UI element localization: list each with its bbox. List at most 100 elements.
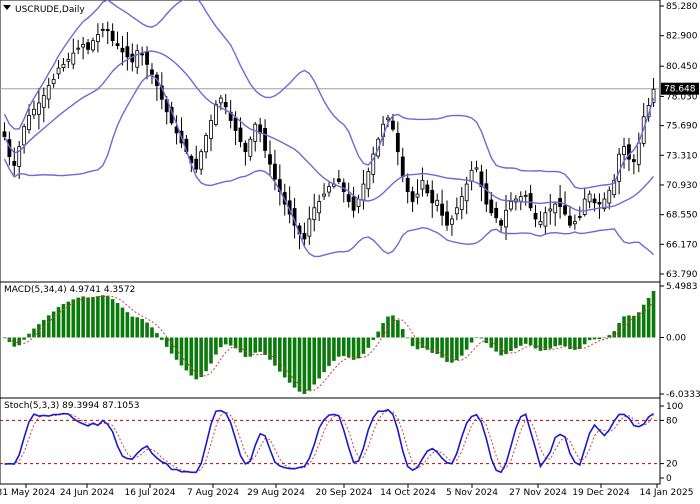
macd-y-tick-label: 5.4983 bbox=[666, 282, 698, 292]
macd-histogram-bar bbox=[110, 299, 115, 338]
candle-body bbox=[351, 196, 356, 211]
candle-body bbox=[268, 154, 272, 165]
candle-body bbox=[592, 198, 597, 204]
candle-body bbox=[81, 44, 86, 48]
macd-histogram-bar bbox=[410, 337, 415, 347]
candle-body bbox=[435, 199, 440, 206]
macd-histogram-bar bbox=[194, 337, 199, 380]
macd-histogram-bar bbox=[243, 337, 248, 357]
macd-histogram-bar bbox=[233, 337, 238, 349]
candle-body bbox=[46, 85, 51, 100]
candle-body bbox=[238, 127, 243, 143]
macd-histogram-bar bbox=[607, 335, 612, 338]
macd-histogram-bar bbox=[651, 290, 656, 338]
macd-histogram-bar bbox=[514, 337, 518, 349]
macd-histogram-bar bbox=[17, 337, 22, 346]
candle-body bbox=[36, 102, 41, 115]
candle-body bbox=[125, 46, 130, 58]
candle-body bbox=[548, 208, 553, 212]
price-y-tick-label: 80.450 bbox=[666, 62, 698, 72]
candle-body bbox=[91, 40, 95, 51]
macd-histogram-bar bbox=[287, 337, 292, 383]
candle-body bbox=[95, 34, 100, 43]
macd-histogram-bar bbox=[56, 307, 61, 338]
candle-body bbox=[489, 199, 494, 214]
candle-body bbox=[302, 232, 307, 240]
macd-histogram-bar bbox=[86, 297, 90, 338]
candle-body bbox=[587, 193, 592, 203]
bollinger-middle-line bbox=[3, 50, 655, 212]
macd-histogram-bar bbox=[278, 337, 282, 372]
macd-histogram-bar bbox=[125, 312, 130, 338]
symbol-menu-icon[interactable] bbox=[3, 5, 11, 10]
candle-body bbox=[263, 127, 267, 151]
macd-histogram-bar bbox=[174, 337, 179, 360]
macd-histogram-bar bbox=[209, 337, 213, 364]
last-price-badge bbox=[661, 82, 699, 95]
candle-body bbox=[120, 47, 125, 53]
candle-body bbox=[361, 183, 366, 201]
macd-histogram-bar bbox=[238, 337, 243, 353]
macd-histogram-bar bbox=[204, 337, 208, 372]
macd-histogram-bar bbox=[558, 337, 562, 346]
candle-body bbox=[386, 117, 390, 121]
macd-histogram-bar bbox=[346, 337, 351, 358]
candle-body bbox=[494, 208, 499, 219]
macd-histogram-bar bbox=[155, 333, 159, 338]
candle-body bbox=[22, 126, 27, 146]
macd-histogram-bar bbox=[563, 337, 567, 347]
candle-body bbox=[17, 146, 22, 167]
macd-histogram-bar bbox=[61, 304, 66, 338]
candle-body bbox=[140, 53, 145, 56]
macd-histogram-bar bbox=[179, 337, 184, 366]
candle-body bbox=[243, 142, 248, 153]
macd-histogram-bar bbox=[420, 337, 425, 348]
macd-histogram-bar bbox=[263, 337, 267, 356]
macd-histogram-bar bbox=[253, 337, 258, 353]
macd-histogram-bar bbox=[145, 322, 149, 338]
macd-histogram-bar bbox=[91, 297, 95, 338]
candle-body bbox=[312, 207, 317, 221]
candle-body bbox=[391, 120, 395, 130]
macd-histogram-bar bbox=[391, 315, 395, 338]
candle-body bbox=[533, 212, 538, 220]
candle-body bbox=[450, 218, 454, 225]
macd-histogram-bar bbox=[597, 337, 602, 340]
macd-histogram-bar bbox=[553, 337, 557, 347]
macd-histogram-bar bbox=[101, 295, 105, 338]
price-y-tick-label: 70.930 bbox=[666, 181, 698, 191]
macd-histogram-bar bbox=[440, 337, 444, 358]
macd-histogram-bar bbox=[135, 317, 140, 338]
macd-histogram-bar bbox=[160, 337, 164, 340]
macd-histogram-bar bbox=[459, 337, 464, 356]
price-y-tick-label: 63.790 bbox=[666, 270, 698, 280]
stoch-y-tick-label: 100 bbox=[666, 402, 683, 412]
x-tick-label: 5 Nov 2024 bbox=[446, 488, 498, 498]
macd-histogram-bar bbox=[356, 337, 361, 359]
candle-body bbox=[518, 196, 523, 202]
candle-body bbox=[273, 163, 277, 180]
macd-histogram-bar bbox=[219, 337, 223, 348]
price-panel bbox=[0, 0, 661, 283]
macd-histogram-bar bbox=[184, 337, 189, 371]
price-y-tick-label: 78.030 bbox=[666, 92, 698, 102]
macd-histogram-bar bbox=[430, 337, 435, 353]
macd-histogram-bar bbox=[592, 337, 597, 340]
candle-body bbox=[430, 189, 435, 204]
candle-body bbox=[410, 191, 415, 202]
candle-body bbox=[504, 209, 508, 228]
candle-body bbox=[66, 58, 71, 62]
macd-histogram-bar bbox=[199, 337, 203, 378]
candle-body bbox=[253, 123, 258, 142]
candle-body bbox=[248, 138, 253, 157]
macd-histogram-bar bbox=[450, 337, 454, 363]
candle-body bbox=[27, 115, 31, 131]
x-tick-label: 27 Nov 2024 bbox=[509, 488, 567, 498]
macd-histogram-bar bbox=[32, 328, 36, 338]
candle-body bbox=[572, 221, 577, 225]
macd-histogram-bar bbox=[646, 297, 651, 338]
candle-body bbox=[415, 193, 420, 198]
